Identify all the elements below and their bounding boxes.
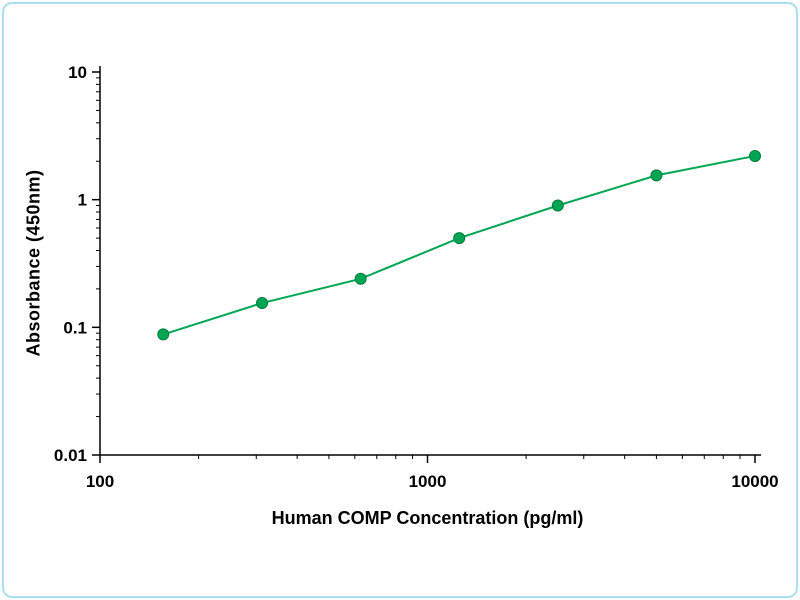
y-tick-label: 1	[78, 191, 87, 210]
y-axis-title-text: Absorbance (450nm)	[23, 169, 44, 357]
data-point-marker	[157, 328, 170, 341]
x-tick-label: 10000	[731, 472, 778, 491]
y-tick-label: 10	[68, 63, 87, 82]
y-tick-label: 0.01	[54, 446, 87, 465]
x-axis-title: Human COMP Concentration (pg/ml)	[271, 508, 584, 528]
standard-curve-line	[162, 154, 756, 336]
data-point-marker	[650, 169, 663, 182]
x-tick-label: 100	[86, 472, 114, 491]
x-tick-label: 1000	[409, 472, 447, 491]
y-tick-label: 0.1	[63, 318, 87, 337]
data-point-marker	[256, 297, 269, 310]
data-point-marker	[354, 272, 367, 285]
data-point-marker	[749, 149, 761, 162]
data-point-marker	[551, 199, 564, 212]
data-point-marker	[453, 232, 466, 245]
